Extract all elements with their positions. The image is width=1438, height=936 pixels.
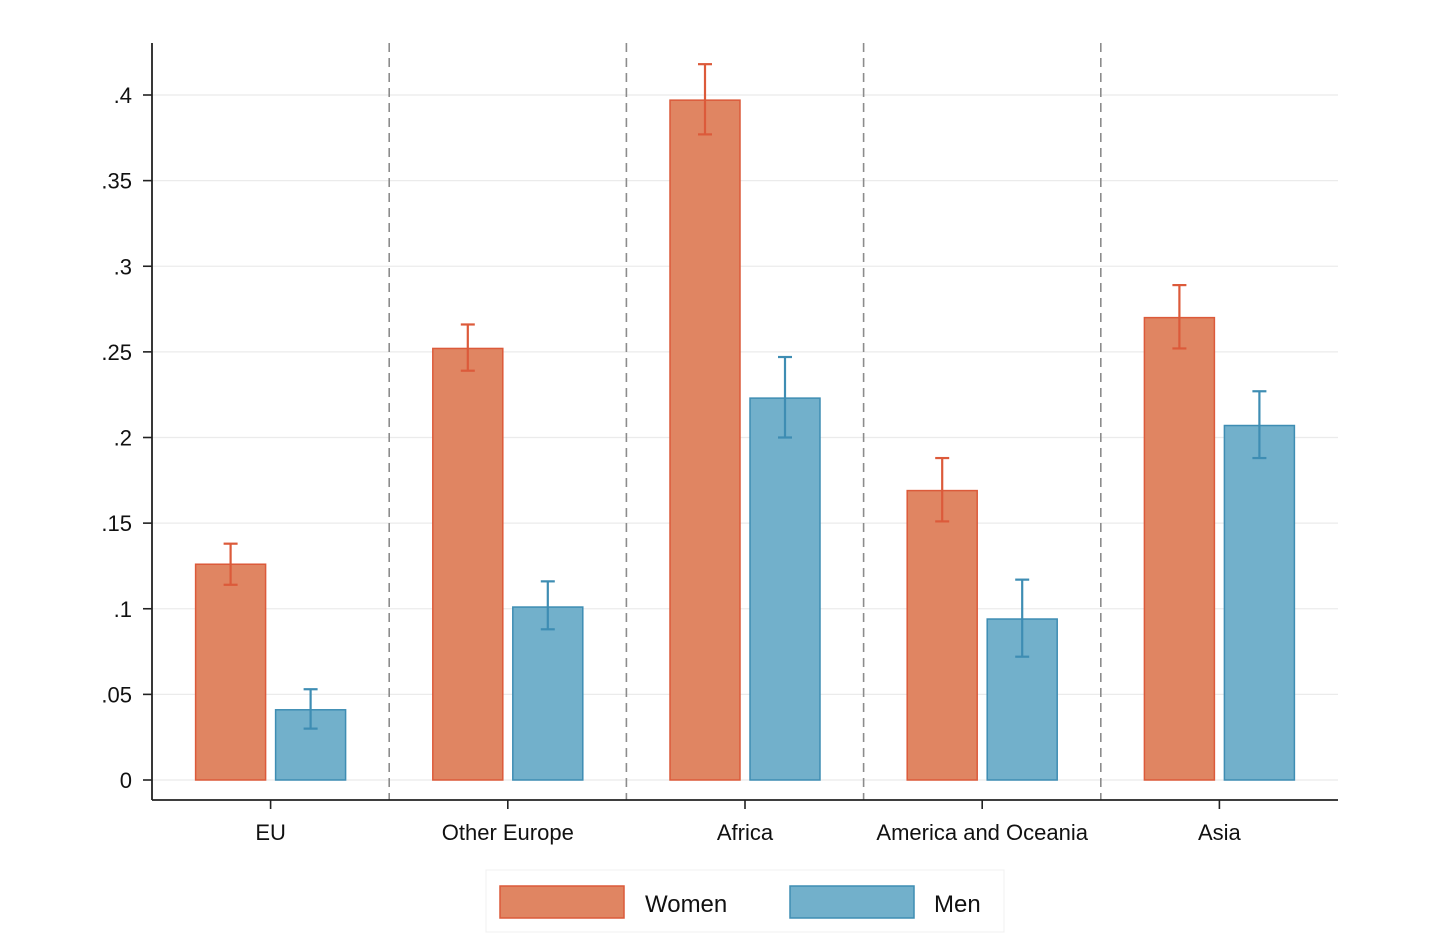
- grid-layer: [152, 94, 1338, 781]
- legend: Women Men: [485, 869, 1005, 933]
- bars: [194, 99, 1296, 781]
- bar-women-3: [906, 489, 978, 781]
- x-tick-label-1: Other Europe: [442, 820, 574, 845]
- x-tick-label-0: EU: [255, 820, 286, 845]
- y-tick-label-3: .15: [101, 511, 132, 536]
- bar-men-2: [749, 397, 821, 781]
- legend-key-men: [789, 885, 915, 919]
- y-tick-label-5: .25: [101, 340, 132, 365]
- error-bars: [223, 63, 1267, 730]
- y-tick-label-7: .35: [101, 169, 132, 194]
- y-tick-label-2: .1: [114, 597, 132, 622]
- y-tick-label-6: .3: [114, 254, 132, 279]
- bar-men-0: [274, 709, 347, 781]
- x-tick-label-4: Asia: [1198, 820, 1242, 845]
- group-separators: [388, 43, 1102, 800]
- bar-women-1: [432, 347, 504, 781]
- axes: 0 .05 .1 .15 .2 .25 .3 .35 .4 EU Other Europe Afric…: [101, 43, 1338, 845]
- y-tick-label-8: .4: [114, 83, 132, 108]
- bar-men-3: [986, 618, 1058, 781]
- bar-men-1: [512, 606, 584, 781]
- x-tick-label-2: Africa: [717, 820, 774, 845]
- y-tick-label-0: 0: [120, 768, 132, 793]
- x-tick-label-3: America and Oceania: [876, 820, 1088, 845]
- bar-women-2: [669, 99, 741, 781]
- bar-women-4: [1143, 316, 1216, 781]
- legend-key-women: [499, 885, 625, 919]
- y-tick-label-4: .2: [114, 426, 132, 451]
- bar-men-4: [1223, 424, 1296, 781]
- bar-women-0: [194, 563, 267, 781]
- y-tick-label-1: .05: [101, 682, 132, 707]
- legend-label-women: Women: [645, 891, 727, 918]
- legend-label-men: Men: [934, 891, 981, 918]
